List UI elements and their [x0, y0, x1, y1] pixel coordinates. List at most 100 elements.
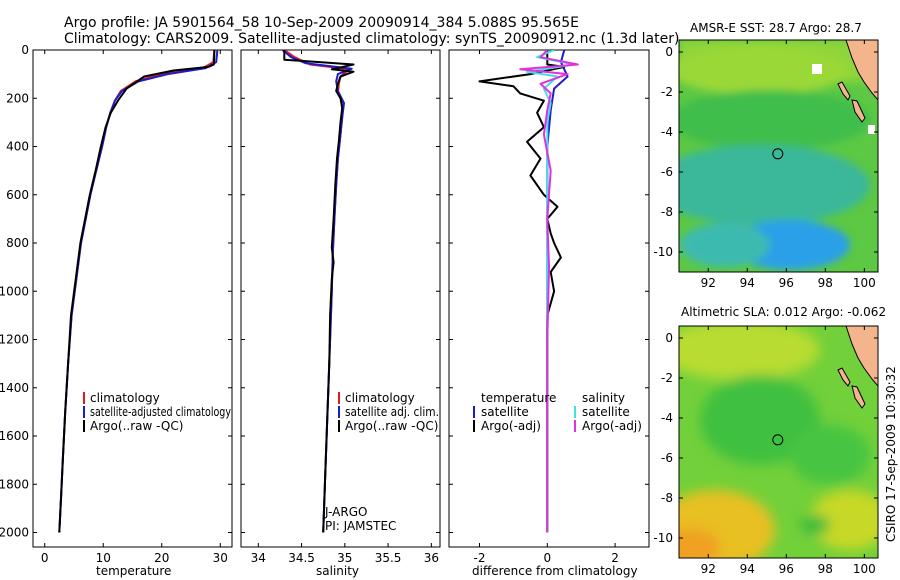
- sla-low-south: [800, 515, 830, 535]
- x-tick-label: 34: [251, 551, 266, 565]
- longitude-tick-label: 96: [779, 276, 794, 290]
- depth-tick-label: 1200: [0, 333, 29, 347]
- argo-position-marker: [772, 148, 784, 160]
- legend-satellite-adj: satellite adj. clim.: [345, 405, 439, 419]
- x-tick-label: -2: [474, 551, 486, 565]
- longitude-tick-label: 92: [701, 276, 716, 290]
- depth-tick-label: 1600: [0, 429, 29, 443]
- longitude-tick-label: 94: [740, 562, 755, 576]
- longitude-tick-label: 92: [701, 562, 716, 576]
- longitude-tick-label: 96: [779, 562, 794, 576]
- sst-teal-zone: [679, 145, 870, 225]
- series-satellite-adjusted-climatology: [58, 50, 219, 533]
- sla-land: [845, 326, 878, 387]
- legend-satellite-adjusted: satellite-adjusted climatology: [90, 405, 231, 419]
- legend-argo-raw: Argo(..raw -QC): [90, 419, 183, 433]
- depth-tick-label: 1800: [0, 477, 29, 491]
- sla-high-southeast: [810, 490, 878, 550]
- salinity-panel: 34 34.5 35 35.5 36 salinity climatology sate…: [240, 49, 441, 578]
- difference-axis: -2 0 2: [474, 50, 619, 565]
- legend-climatology: climatology: [345, 391, 415, 405]
- salinity-depth-ticks: [241, 49, 440, 534]
- x-tick-label: 30: [213, 551, 228, 565]
- sst-cool-west: [680, 223, 770, 267]
- credit-timestamp: CSIRO 17-Sep-2009 10:30:32: [884, 366, 898, 542]
- salinity-xlabel: salinity: [316, 564, 359, 578]
- argo-position-marker: [772, 434, 784, 446]
- sla-land-island-2: [851, 385, 866, 409]
- series-salinity-satellite: [526, 50, 576, 533]
- sst-warm-north: [679, 45, 850, 95]
- sst-nodata-2: [868, 125, 875, 134]
- latitude-tick-label: -4: [661, 411, 673, 425]
- legend-temp-argo: Argo(-adj): [481, 419, 541, 433]
- longitude-tick-label: 98: [818, 276, 833, 290]
- sla-map-panel: Altimetric SLA: 0.012 Argo: -0.062 92 94 9…: [653, 305, 886, 576]
- depth-tick-label: 0: [21, 43, 29, 57]
- difference-depth-ticks: [449, 49, 649, 534]
- latitude-tick-label: -6: [661, 451, 673, 465]
- depth-tick-label: 200: [6, 91, 29, 105]
- sla-map-field: [679, 326, 878, 558]
- sst-map-title: AMSR-E SST: 28.7 Argo: 28.7: [690, 21, 862, 35]
- salinity-legend: climatology satellite adj. clim. Argo(..…: [338, 391, 439, 433]
- series-temperature-argo-adj-: [478, 50, 566, 533]
- difference-panel: -2 0 2 difference from climatology tempera…: [448, 49, 650, 578]
- sla-map-axes: [678, 325, 879, 559]
- sst-nodata: [812, 64, 822, 74]
- sla-peak-southwest: [679, 528, 720, 558]
- temperature-xlabel: temperature: [96, 564, 171, 578]
- series-salinity-argo-adj-: [519, 50, 579, 533]
- series-argo-raw-qc-: [283, 50, 355, 533]
- x-tick-label: 34.5: [288, 551, 315, 565]
- difference-axes: [448, 49, 650, 548]
- temperature-lines: [58, 50, 219, 533]
- latitude-tick-label: -2: [661, 371, 673, 385]
- sst-map-ticks: 92 94 96 98 100 0 -2 -4 -6 -8 -10: [653, 40, 878, 290]
- sla-low-central: [700, 375, 820, 465]
- legend-header-temperature: temperature: [481, 391, 556, 405]
- salinity-axes: [240, 49, 441, 548]
- x-tick-label: 0: [543, 551, 551, 565]
- depth-axis: 0 200 400 600 800 1000 1200 1400 1600 1800 2000: [0, 43, 232, 540]
- salinity-axis: 34 34.5 35 35.5 36: [251, 50, 439, 565]
- difference-xlabel: difference from climatology: [472, 564, 638, 578]
- depth-tick-label: 1000: [0, 284, 29, 298]
- latitude-tick-label: -10: [653, 531, 673, 545]
- sst-map-field: [679, 40, 878, 272]
- legend-sal-argo: Argo(-adj): [582, 419, 642, 433]
- depth-tick-label: 2000: [0, 526, 29, 540]
- x-tick-label: 35.5: [375, 551, 402, 565]
- longitude-tick-label: 100: [853, 562, 876, 576]
- latitude-tick-label: -2: [661, 85, 673, 99]
- sst-land: [845, 40, 878, 101]
- sst-map-axes: [678, 39, 879, 273]
- x-tick-label: 20: [154, 551, 169, 565]
- pi-annotation-line2: PI: JAMSTEC: [325, 519, 396, 533]
- series-climatology: [283, 50, 351, 533]
- series-argo-raw-qc-: [58, 50, 216, 533]
- depth-tick-label: 800: [6, 236, 29, 250]
- salinity-lines: [281, 50, 355, 533]
- sst-land-island-2: [851, 99, 866, 123]
- longitude-tick-label: 94: [740, 276, 755, 290]
- latitude-tick-label: -6: [661, 165, 673, 179]
- sst-map-panel: AMSR-E SST: 28.7 Argo: 28.7 92 94 96 98 100 0…: [653, 21, 879, 290]
- legend-header-salinity: salinity: [582, 391, 625, 405]
- legend-sal-satellite: satellite: [582, 405, 630, 419]
- longitude-tick-label: 98: [818, 562, 833, 576]
- legend-temp-satellite: satellite: [481, 405, 529, 419]
- sst-blobs: [679, 40, 878, 270]
- latitude-tick-label: -8: [661, 491, 673, 505]
- temperature-panel: 0 200 400 600 800 1000 1200 1400 1600 1800 2000 0 1…: [0, 43, 233, 578]
- sla-yellow-north: [679, 326, 820, 380]
- temperature-legend: climatology satellite-adjusted climatolo…: [83, 391, 231, 433]
- sla-low-east: [790, 425, 870, 485]
- difference-lines: [478, 50, 579, 533]
- latitude-tick-label: -8: [661, 205, 673, 219]
- series-climatology: [58, 50, 216, 533]
- sst-green-band: [679, 90, 870, 150]
- latitude-tick-label: 0: [665, 331, 673, 345]
- depth-tick-label: 1400: [0, 381, 29, 395]
